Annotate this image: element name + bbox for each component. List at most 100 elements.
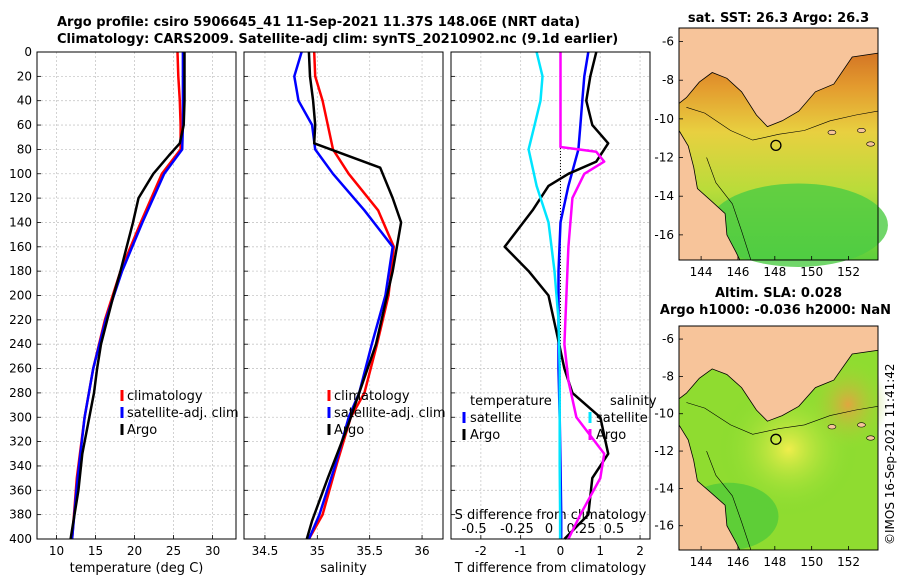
argo-position-marker (770, 433, 782, 445)
depth-contour (706, 157, 752, 261)
legend-entry: Argo (334, 423, 364, 438)
depth-tick-label: 100 (9, 167, 32, 181)
series-satellite-adj-clim (70, 52, 185, 540)
x-tick-label: 36 (414, 544, 429, 558)
lat-tick-label: -8 (662, 73, 674, 87)
lon-tick-label: 150 (800, 265, 823, 279)
map-title: sat. SST: 26.3 Argo: 26.3 (688, 11, 869, 26)
legend-entry: Argo (596, 428, 626, 443)
legend-entry: Argo (127, 423, 157, 438)
legend-entry: satellite (470, 411, 522, 426)
lon-tick-label: 150 (800, 555, 823, 569)
depth-tick-label: 40 (17, 94, 32, 108)
lon-tick-label: 152 (837, 265, 860, 279)
x-tick-label: 34.5 (252, 544, 279, 558)
island (827, 129, 837, 135)
depth-tick-label: 280 (9, 386, 32, 400)
sla-map: 144 146 148 150 152 -6 -8 -10 -12 -14 -16 Altim. SL… (654, 286, 891, 569)
depth-tick-label: 320 (9, 435, 32, 449)
depth-tick-label: 240 (9, 337, 32, 351)
legend-entry: satellite (596, 411, 648, 426)
x-tick-label: -1 (515, 544, 527, 558)
island (857, 422, 866, 428)
series-argo (305, 51, 403, 540)
depth-tick-label: 300 (9, 410, 32, 424)
legend-entry: satellite-adj. clim (334, 406, 446, 421)
series-salinity-satellite (527, 51, 562, 539)
lat-tick-label: -10 (654, 112, 674, 126)
lat-tick-label: -12 (654, 151, 674, 165)
map-title-line2: Argo h1000: -0.036 h2000: NaN (660, 303, 891, 318)
top-tick-label: 0 (545, 522, 553, 537)
legend-entry: satellite-adj. clim (127, 406, 239, 421)
series-temperature-argo (503, 51, 610, 540)
x-tick-label: 35.5 (356, 544, 383, 558)
x-tick-label: 0 (557, 544, 565, 558)
depth-tick-label: 180 (9, 264, 32, 278)
top-tick-label: -0.25 (500, 522, 534, 537)
top-tick-label: 0.5 (604, 522, 625, 537)
depth-tick-label: 60 (17, 118, 32, 132)
depth-tick-label: 400 (9, 532, 32, 546)
panel-salinity: 34.5 35 35.5 36 salinity climatology satellite… (243, 51, 446, 576)
depth-tick-label: 20 (17, 69, 32, 83)
x-axis-label: T difference from climatology (454, 561, 647, 576)
figure-title-line1: Argo profile: csiro 5906645_41 11-Sep-20… (57, 15, 581, 30)
panel-difference_from_climatology: -2 -1 0 1 2 S difference from climatology-0.5… (450, 51, 657, 576)
x-tick-label: -2 (475, 544, 487, 558)
lat-tick-label: -16 (654, 228, 674, 242)
new-guinea-land (678, 325, 879, 422)
copyright-watermark: ©IMOS 16-Sep-2021 11:41:42 (883, 363, 897, 545)
legend-entry: climatology (334, 389, 410, 404)
x-tick-label: 20 (127, 544, 142, 558)
depth-tick-label: 380 (9, 508, 32, 522)
depth-tick-label: 200 (9, 289, 32, 303)
depth-tick-label: 120 (9, 191, 32, 205)
lat-tick-label: -10 (654, 407, 674, 421)
lon-tick-label: 144 (690, 265, 713, 279)
map-title-line1: Altim. SLA: 0.028 (715, 286, 842, 301)
depth-tick-label: 340 (9, 459, 32, 473)
legend-heading-salinity: salinity (610, 394, 657, 409)
series-argo (69, 52, 186, 540)
depth-tick-label: 260 (9, 362, 32, 376)
series-salinity-argo (559, 52, 606, 540)
map-frame (678, 325, 879, 551)
depth-tick-label: 220 (9, 313, 32, 327)
lon-tick-label: 146 (727, 265, 750, 279)
legend-entry: climatology (127, 389, 203, 404)
legend-entry: Argo (470, 428, 500, 443)
island (866, 141, 875, 147)
lat-tick-label: -8 (662, 369, 674, 383)
lat-tick-label: -14 (654, 481, 674, 495)
island (857, 127, 866, 133)
top-xlabel: S difference from climatology (455, 508, 647, 523)
depth-contour (706, 450, 752, 551)
lon-tick-label: 148 (763, 555, 786, 569)
new-guinea-land (678, 27, 879, 128)
argo-position-marker (770, 139, 782, 152)
lat-tick-label: -14 (654, 189, 674, 203)
sst-map: 144 146 148 150 152 -6 -8 -10 -12 -14 -16 sat. SST:… (654, 11, 888, 279)
depth-tick-label: 140 (9, 215, 32, 229)
x-axis-label: salinity (320, 561, 367, 576)
x-axis-label: temperature (deg C) (70, 561, 204, 576)
panel-temperature: 10 15 20 25 30020406080100120140160180200220… (9, 45, 239, 576)
x-tick-label: 30 (205, 544, 220, 558)
x-tick-label: 10 (49, 544, 64, 558)
map-frame (678, 27, 879, 261)
lat-tick-label: -6 (662, 35, 674, 49)
x-tick-label: 2 (636, 544, 644, 558)
lon-tick-label: 152 (837, 555, 860, 569)
lat-tick-label: -16 (654, 519, 674, 533)
lon-tick-label: 146 (727, 555, 750, 569)
lon-tick-label: 144 (690, 555, 713, 569)
depth-contour (686, 107, 879, 141)
figure-title-line2: Climatology: CARS2009. Satellite-adj cli… (57, 32, 619, 47)
depth-contour (686, 402, 879, 435)
depth-tick-label: 0 (24, 45, 32, 59)
sst-cool-region (708, 183, 888, 267)
axes-frame (243, 51, 444, 540)
depth-tick-label: 160 (9, 240, 32, 254)
